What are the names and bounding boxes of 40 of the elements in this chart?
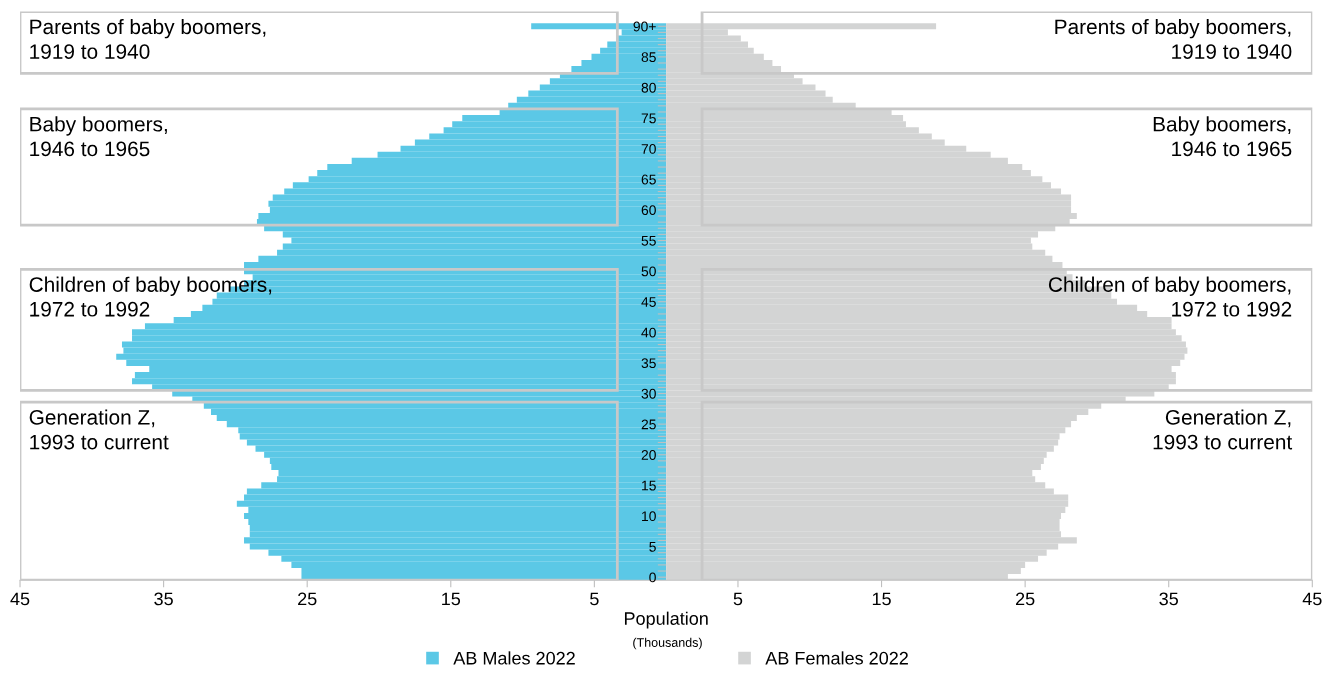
y-tick-label: 35 bbox=[641, 358, 656, 369]
x-tick-label: 15 bbox=[442, 592, 461, 606]
y-tick-label: 30 bbox=[641, 388, 656, 399]
y-tick-label: 10 bbox=[642, 511, 656, 522]
y-tick-label: 40 bbox=[641, 327, 656, 338]
y-tick-label: 65 bbox=[641, 174, 656, 185]
x-tick-label: 5 bbox=[733, 592, 743, 606]
annotation: Children of baby boomers, 1972 to 1992 bbox=[1048, 276, 1292, 317]
legend-label: AB Males 2022 bbox=[453, 651, 575, 665]
y-tick-label: 20 bbox=[641, 450, 656, 460]
annotation: Baby boomers, 1946 to 1965 bbox=[30, 116, 167, 157]
y-tick-label: 70 bbox=[641, 144, 656, 154]
x-tick-label: 5 bbox=[590, 592, 599, 606]
x-tick-label: 45 bbox=[10, 592, 30, 606]
x-tick-label: 35 bbox=[1159, 592, 1178, 606]
y-tick-label: 25 bbox=[641, 419, 656, 430]
y-tick-label: 45 bbox=[641, 297, 656, 307]
text: (Thousands) bbox=[633, 637, 702, 650]
x-tick-label: 25 bbox=[1016, 592, 1035, 606]
y-tick-label: 50 bbox=[641, 266, 656, 277]
y-tick-label: 90+ bbox=[633, 21, 656, 32]
legend-label: AB Females 2022 bbox=[765, 651, 908, 665]
annotation: Generation Z, 1993 to current bbox=[1153, 409, 1293, 450]
y-tick-label: 80 bbox=[641, 82, 656, 93]
x-axis-title: Population bbox=[624, 611, 708, 629]
annotation: Generation Z, 1993 to current bbox=[29, 409, 169, 450]
annotation: Baby boomers, 1946 to 1965 bbox=[1153, 116, 1292, 157]
annotation: Parents of baby boomers, 1919 to 1940 bbox=[1055, 18, 1292, 59]
annotation: Parents of baby boomers, 1919 to 1940 bbox=[30, 18, 266, 59]
y-tick-label: 60 bbox=[641, 205, 656, 216]
y-tick-label: 75 bbox=[641, 113, 656, 124]
x-tick-label: 35 bbox=[154, 592, 173, 606]
y-tick-label: 55 bbox=[641, 235, 656, 246]
y-tick-label: 5 bbox=[649, 542, 656, 552]
y-tick-label: 85 bbox=[641, 52, 656, 63]
y-tick-label: 15 bbox=[642, 480, 656, 491]
x-tick-label: 45 bbox=[1302, 592, 1322, 606]
y-tick-label: 0 bbox=[649, 572, 656, 583]
x-tick-label: 25 bbox=[298, 592, 317, 606]
x-tick-label: 15 bbox=[872, 592, 891, 606]
